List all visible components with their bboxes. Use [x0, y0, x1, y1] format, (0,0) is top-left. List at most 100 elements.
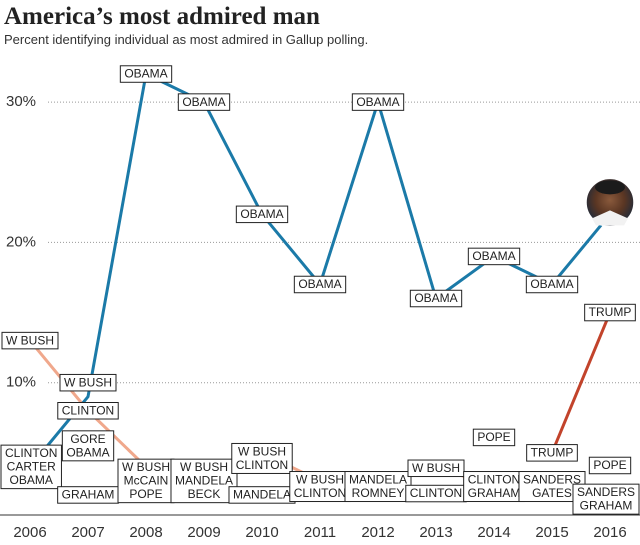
series-line — [550, 311, 612, 454]
portrait-hair — [595, 180, 625, 195]
label-text: W BUSH — [180, 460, 228, 474]
label-box: TRUMP — [584, 303, 636, 322]
label-box: OBAMA — [351, 93, 405, 111]
label-text: SANDERS — [577, 485, 635, 499]
y-tick-label: 30% — [6, 93, 36, 110]
label-box: W BUSH — [407, 459, 465, 478]
label-text: OBAMA — [414, 291, 457, 305]
label-text: OBAMA — [10, 473, 53, 487]
label-text: OBAMA — [356, 95, 399, 109]
label-text: CLINTON — [468, 472, 520, 486]
label-frame — [1, 331, 59, 350]
label-text: MANDELA — [349, 472, 407, 486]
label-frame — [351, 93, 405, 111]
label-text: MANDELA — [233, 488, 291, 502]
portrait-collar — [592, 210, 628, 226]
label-text: TRUMP — [531, 446, 574, 460]
label-frame — [526, 444, 578, 462]
label-text: GORE — [70, 432, 105, 446]
label-text: OBAMA — [298, 277, 341, 291]
label-frame — [59, 373, 117, 392]
x-tick-label: 2008 — [129, 524, 162, 541]
label-frame — [472, 428, 516, 447]
label-text: W BUSH — [122, 460, 170, 474]
label-frame — [572, 483, 640, 515]
label-frame — [293, 275, 347, 294]
label-frame — [463, 471, 525, 503]
label-box: OBAMA — [177, 93, 231, 111]
label-text: GRAHAM — [62, 488, 115, 502]
label-text: POPE — [593, 458, 626, 472]
label-text: CLINTON — [410, 486, 462, 500]
label-box: OBAMA — [467, 247, 521, 266]
label-box: W BUSH — [1, 331, 59, 350]
label-frame — [119, 65, 173, 83]
x-tick-label: 2009 — [187, 524, 220, 541]
label-frame — [170, 458, 238, 504]
x-tick-label: 2014 — [477, 524, 510, 541]
label-frame — [407, 459, 465, 478]
label-frame — [525, 275, 579, 294]
x-tick-label: 2016 — [593, 524, 626, 541]
label-text: OBAMA — [66, 445, 109, 459]
label-text: W BUSH — [296, 472, 344, 486]
label-text: OBAMA — [182, 95, 225, 109]
label-text: CLINTON — [62, 403, 114, 417]
label-frame — [467, 247, 521, 266]
label-text: OBAMA — [530, 277, 573, 291]
label-box: W BUSH — [59, 373, 117, 392]
label-frame — [584, 303, 636, 322]
y-tick-label: 20% — [6, 233, 36, 250]
label-box: OBAMA — [409, 289, 463, 308]
x-tick-label: 2015 — [535, 524, 568, 541]
label-frame — [588, 456, 632, 475]
chart-subtitle: Percent identifying individual as most a… — [4, 32, 368, 47]
label-box: POPE — [472, 428, 516, 447]
label-frame — [231, 442, 293, 474]
label-box: TRUMP — [526, 444, 578, 462]
label-frame — [0, 444, 62, 490]
label-text: W BUSH — [6, 333, 54, 347]
label-box: OBAMA — [525, 275, 579, 294]
label-text: OBAMA — [472, 249, 515, 263]
label-text: SANDERS — [523, 472, 581, 486]
label-text: GRAHAM — [580, 499, 633, 513]
label-frame — [177, 93, 231, 111]
label-text: POPE — [477, 430, 510, 444]
label-frame — [409, 289, 463, 308]
y-tick-label: 10% — [6, 374, 36, 391]
x-tick-label: 2006 — [13, 524, 46, 541]
label-box: CLINTON — [57, 402, 119, 420]
chart-title: America’s most admired man — [4, 3, 320, 30]
label-text: OBAMA — [124, 67, 167, 81]
label-text: TRUMP — [589, 305, 632, 319]
label-text: GRAHAM — [468, 486, 521, 500]
x-tick-label: 2010 — [245, 524, 278, 541]
label-box: CLINTON — [405, 484, 467, 503]
x-tick-label: 2013 — [419, 524, 452, 541]
label-text: McCAIN — [124, 474, 169, 488]
label-text: GATES — [532, 486, 572, 500]
label-text: POPE — [129, 487, 162, 501]
label-text: W BUSH — [64, 375, 112, 389]
x-tick-label: 2011 — [304, 524, 336, 541]
label-text: ROMNEY — [352, 486, 405, 500]
label-box: OBAMA — [119, 65, 173, 83]
label-box: GRAHAM — [57, 486, 119, 504]
label-box: MANDELA — [228, 486, 296, 504]
label-text: BECK — [188, 487, 221, 501]
label-text: CLINTON — [236, 458, 288, 472]
label-text: CARTER — [7, 460, 56, 474]
label-frame — [344, 471, 412, 503]
label-frame — [235, 205, 289, 224]
